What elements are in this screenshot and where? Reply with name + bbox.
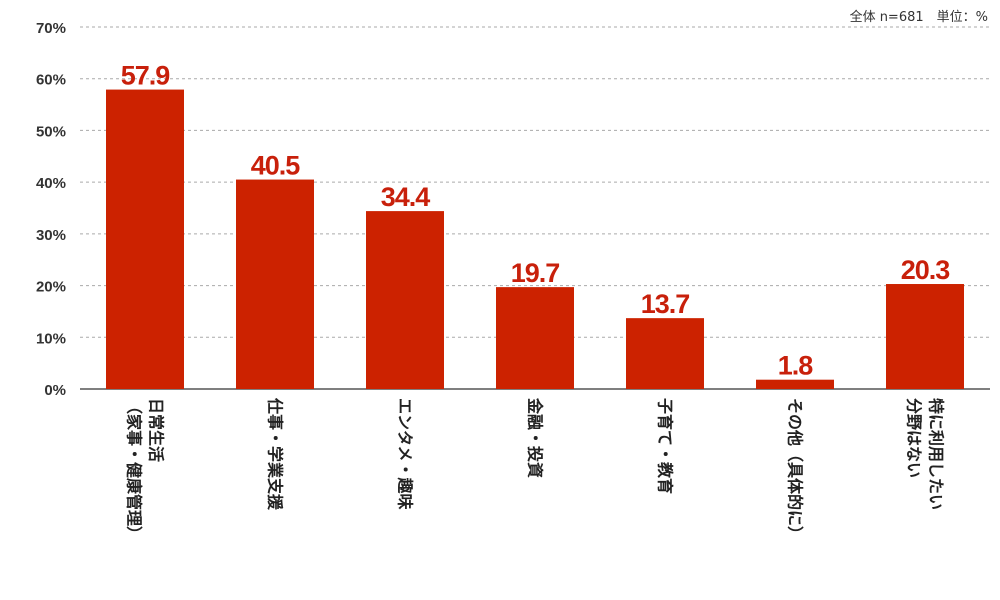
y-tick-label: 50%: [36, 123, 66, 140]
bar: [626, 318, 704, 389]
y-tick-label: 30%: [36, 227, 66, 244]
category-label: その他（具体的に）: [786, 398, 805, 542]
data-label: 57.9: [121, 61, 171, 91]
data-label: 13.7: [641, 289, 690, 319]
data-label: 19.7: [511, 258, 560, 288]
y-tick-label: 20%: [36, 279, 66, 296]
bar: [106, 89, 184, 390]
data-label: 34.4: [381, 182, 431, 212]
bar: [366, 211, 444, 389]
bar: [236, 179, 314, 389]
data-label: 1.8: [778, 351, 814, 381]
category-label-group: 仕事・学業支援: [266, 397, 285, 511]
category-label: 金融・投資: [526, 397, 545, 478]
category-label-group: 金融・投資: [526, 397, 545, 478]
category-label: 日常生活: [147, 398, 166, 462]
category-label-group: 特に利用したい: [927, 398, 946, 510]
data-label: 40.5: [251, 151, 301, 181]
bar: [756, 379, 834, 389]
category-label-group: （家事・健康管理）: [125, 398, 144, 542]
bar: [886, 284, 964, 389]
data-label-layer: 57.9 40.5 34.4 19.7 13.7 1.8 20.3: [121, 61, 952, 381]
category-label-group: 日常生活: [147, 398, 166, 462]
sample-unit-note: 全体 n=681 単位：%: [850, 9, 988, 25]
category-label: 特に利用したい: [927, 398, 946, 510]
data-label: 20.3: [901, 255, 951, 285]
y-tick-label: 60%: [36, 72, 66, 89]
category-label-layer: 日常生活（家事・健康管理） 仕事・学業支援 エンタメ・趣味 金融・投資 子育て・教育 その…: [125, 397, 946, 542]
category-label: 子育て・教育: [656, 398, 675, 494]
y-tick-label: 10%: [36, 330, 66, 347]
category-label-group: エンタメ・趣味: [396, 398, 415, 510]
category-label: 分野はない: [905, 398, 924, 478]
y-tick-label: 40%: [36, 175, 66, 192]
category-label-group: その他（具体的に）: [786, 398, 805, 542]
category-label-group: 子育て・教育: [656, 398, 675, 494]
y-tick-label: 70%: [36, 20, 66, 37]
bar: [496, 287, 574, 389]
bar-layer: [106, 89, 964, 390]
grid-layer: 0% 10% 20% 30% 40% 50% 60% 70%: [36, 20, 990, 399]
y-tick-label: 0%: [44, 382, 66, 399]
category-label-group: 分野はない: [905, 398, 924, 478]
category-label: 仕事・学業支援: [266, 397, 285, 511]
category-label: （家事・健康管理）: [125, 398, 144, 542]
category-label: エンタメ・趣味: [396, 398, 415, 510]
